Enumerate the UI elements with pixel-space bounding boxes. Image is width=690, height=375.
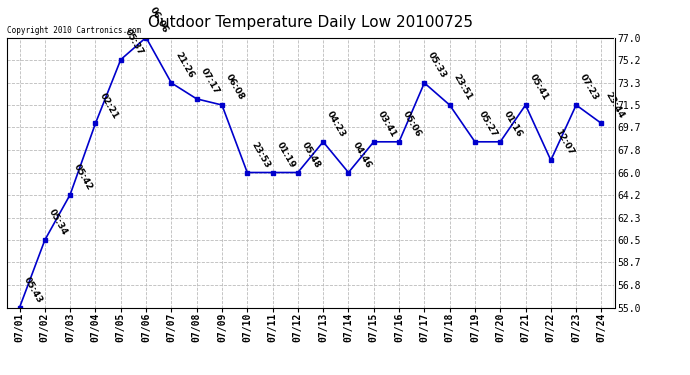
Text: Outdoor Temperature Daily Low 20100725: Outdoor Temperature Daily Low 20100725: [148, 15, 473, 30]
Text: 05:48: 05:48: [300, 140, 322, 170]
Text: 02:21: 02:21: [97, 91, 119, 120]
Text: 05:27: 05:27: [477, 110, 499, 139]
Text: 23:53: 23:53: [249, 140, 271, 170]
Text: 05:42: 05:42: [72, 162, 95, 192]
Text: 05:06: 05:06: [401, 110, 423, 139]
Text: 05:33: 05:33: [426, 51, 449, 80]
Text: 04:23: 04:23: [325, 110, 347, 139]
Text: 01:19: 01:19: [275, 140, 297, 170]
Text: 05:34: 05:34: [47, 208, 69, 237]
Text: 23:51: 23:51: [452, 73, 474, 102]
Text: 12:07: 12:07: [553, 128, 575, 157]
Text: 04:46: 04:46: [351, 140, 373, 170]
Text: 23:44: 23:44: [604, 91, 626, 120]
Text: 07:23: 07:23: [578, 73, 600, 102]
Text: 05:41: 05:41: [528, 73, 550, 102]
Text: Copyright 2010 Cartronics.com: Copyright 2010 Cartronics.com: [7, 26, 141, 35]
Text: 07:17: 07:17: [199, 66, 221, 96]
Text: 03:41: 03:41: [376, 110, 398, 139]
Text: 06:06: 06:06: [148, 5, 170, 34]
Text: 05:43: 05:43: [21, 275, 43, 304]
Text: 01:16: 01:16: [502, 110, 524, 139]
Text: 05:37: 05:37: [123, 27, 145, 57]
Text: 06:08: 06:08: [224, 73, 246, 102]
Text: 21:26: 21:26: [173, 51, 195, 80]
